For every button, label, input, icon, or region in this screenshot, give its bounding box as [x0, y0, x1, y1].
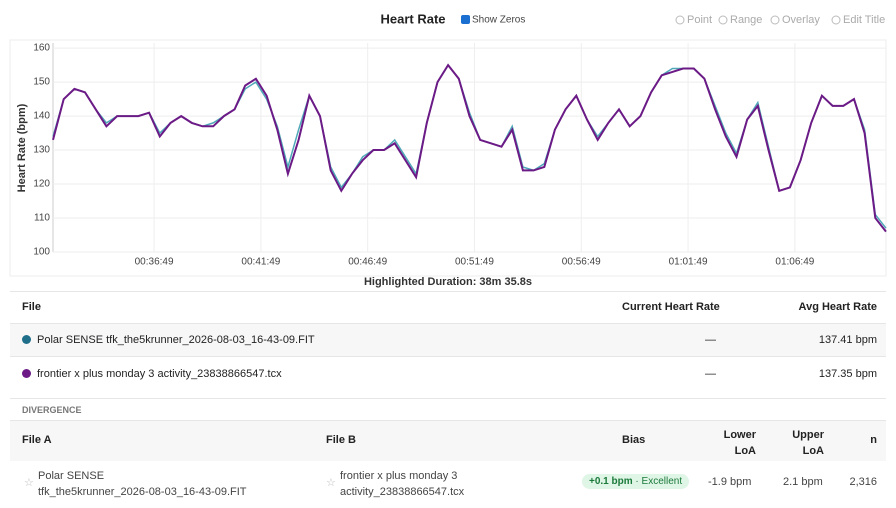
divergence-title: DIVERGENCE	[22, 405, 82, 415]
row-line	[10, 291, 886, 324]
y-tick-label: 130	[33, 145, 50, 156]
x-tick-label: 00:36:49	[135, 257, 174, 268]
x-tick-label: 01:01:49	[669, 257, 708, 268]
legend-label: frontier x plus monday 3 activity_238388…	[37, 368, 282, 380]
file-b: frontier x plus monday 3 activity_2383886…	[340, 468, 464, 500]
cell: 2.1 bpm	[783, 476, 823, 488]
row-line	[10, 398, 886, 399]
header: Avg Heart Rate	[798, 301, 877, 313]
cell: —	[705, 368, 716, 380]
y-tick-label: 120	[33, 179, 50, 190]
header: File A	[22, 434, 52, 446]
bias: +0.1 bpmExcellent	[582, 474, 690, 489]
file-row: Polar SENSE tfk_the5krunner_2026-08-03_1…	[22, 334, 315, 346]
show-zeros[interactable]: Show Zeros	[472, 15, 525, 26]
header: File	[22, 301, 41, 313]
toolbar-icon	[770, 15, 780, 25]
legend-label: Polar SENSE tfk_the5krunner_2026-08-03_1…	[37, 334, 315, 346]
bias-value: +0.1 bpm	[589, 476, 633, 487]
cell: activity_23838866547.tcx	[340, 486, 465, 498]
x-tick-label: 01:06:49	[775, 257, 814, 268]
toolbar-button[interactable]: Edit Title	[843, 14, 885, 26]
cell: —	[705, 334, 716, 346]
bias-rating: Excellent	[633, 476, 682, 487]
y-tick-label: 160	[33, 43, 50, 54]
toolbar-button[interactable]: Range	[730, 14, 762, 26]
file-row: frontier x plus monday 3 activity_238388…	[22, 368, 282, 380]
series-line	[52, 63, 887, 229]
row-bg	[10, 420, 886, 461]
y-tick-label: 110	[34, 213, 50, 224]
cell: -1.9 bpm	[708, 476, 752, 488]
cell: Polar SENSE	[38, 470, 105, 482]
star[interactable]: ☆	[326, 477, 336, 489]
toolbar-icon	[718, 15, 728, 25]
footer: Highlighted Duration: 38m 35.8s	[364, 276, 532, 288]
series-line	[52, 63, 887, 233]
x-tick-label: 00:41:49	[241, 257, 280, 268]
toolbar-icon	[675, 15, 685, 25]
header: Lower LoA	[723, 429, 756, 457]
x-tick-label: 00:51:49	[455, 257, 494, 268]
row-bg	[10, 356, 886, 391]
cell: 137.35 bpm	[818, 368, 877, 380]
header: Upper LoA	[792, 429, 824, 457]
x-tick-label: 00:56:49	[562, 257, 601, 268]
header: Bias	[622, 434, 646, 446]
cell: 2,316	[849, 476, 877, 488]
y-tick-label: 140	[33, 111, 50, 122]
bias-pill: +0.1 bpmExcellent	[582, 474, 690, 489]
header: n	[870, 434, 877, 446]
header: File B	[326, 434, 356, 446]
legend-dot	[22, 369, 31, 378]
toolbar-button[interactable]: Overlay	[782, 14, 820, 26]
cell: tfk_the5krunner_2026-08-03_16-43-09.FIT	[38, 486, 247, 498]
legend-dot	[22, 335, 31, 344]
y-tick-label: 100	[33, 247, 50, 258]
chart: Heart Rate Show Zeros Heart Rate (bpm) H…	[9, 11, 887, 288]
x-tick-label: 00:46:49	[348, 257, 387, 268]
cell: 137.41 bpm	[818, 334, 877, 346]
checkbox[interactable]	[461, 15, 470, 24]
header: Current Heart Rate	[622, 301, 720, 313]
y-axis-label: Heart Rate (bpm)	[16, 103, 28, 192]
plot-card	[9, 39, 887, 277]
chart-title: Heart Rate	[380, 11, 445, 26]
row-bg	[10, 323, 886, 357]
y-tick-label: 150	[33, 77, 50, 88]
toolbar-icon	[831, 15, 841, 25]
toolbar-button[interactable]: Point	[687, 14, 712, 26]
cell: frontier x plus monday 3	[340, 470, 458, 482]
star[interactable]: ☆	[24, 477, 34, 489]
file-a: Polar SENSE tfk_the5krunner_2026-08-03_16…	[38, 468, 247, 500]
